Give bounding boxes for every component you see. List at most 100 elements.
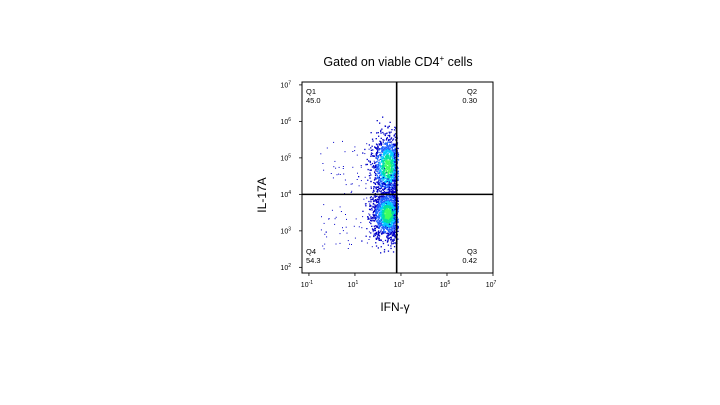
event-dot [392,223,394,225]
event-dot [335,167,337,169]
event-dot [377,222,379,224]
event-dot [397,225,399,227]
event-dot [386,212,389,214]
event-dot [391,205,394,207]
event-dot [392,138,395,140]
event-dot [392,251,395,253]
event-dot [397,197,399,199]
event-dot [387,204,389,206]
event-dot [388,220,391,223]
event-dot [392,232,395,235]
event-dot [374,183,377,185]
event-dot [378,206,380,208]
event-dot [374,174,377,177]
event-dot [393,135,395,137]
event-dot [388,196,390,198]
event-dot [388,200,390,202]
event-dot [386,172,388,174]
event-dot [390,162,392,164]
event-dot [380,173,383,175]
event-dot [393,178,395,181]
event-dot [393,177,395,179]
event-dot [387,201,389,204]
event-dot [389,177,391,179]
event-dot [370,174,372,176]
event-dot [368,239,370,240]
event-dot [391,155,393,157]
event-dot [379,209,381,211]
event-dot [387,157,390,159]
event-dot [378,148,380,150]
event-dot [388,208,390,210]
event-dot [369,197,372,199]
event-dot [391,186,394,188]
event-dot [380,182,382,185]
x-tick-label: 107 [486,280,497,289]
event-dot [379,188,381,190]
event-dot [394,148,396,151]
event-dot [374,217,376,220]
event-dot [331,209,333,211]
event-dot [377,170,379,173]
event-dot [389,132,391,134]
event-dot [382,176,384,179]
event-dot [384,230,386,233]
event-dot [391,147,393,149]
event-dot [386,218,388,220]
event-dot [392,170,394,172]
event-dot [383,178,385,180]
event-dot [387,147,390,150]
event-dot [382,162,384,165]
event-dot [388,146,390,148]
event-dot [381,177,384,180]
chart-title: Gated on viable CD4+ cells [323,54,473,70]
event-dot [392,243,394,245]
event-dot [384,202,387,204]
event-dot [385,162,387,165]
event-dot [384,157,386,159]
event-dot [382,220,384,223]
event-dot [378,196,380,199]
event-dot [389,232,391,234]
event-dot [383,196,385,198]
event-dot [378,168,380,170]
event-dot [380,218,383,221]
event-dot [391,162,393,165]
event-dot [374,207,376,209]
event-dot [379,162,381,164]
event-dot [394,163,396,165]
event-dot [390,186,392,188]
event-dot [383,210,385,213]
event-dot [379,180,382,182]
event-dot [397,220,399,222]
event-dot [382,224,384,226]
event-dot [392,219,394,222]
event-dot [377,182,379,184]
event-dot [394,198,396,200]
event-dot [387,235,389,237]
event-dot [379,170,381,173]
event-dot [384,148,386,150]
event-dot [370,201,372,203]
event-dot [380,142,383,144]
event-dot [392,188,394,190]
event-dot [374,205,376,208]
event-dot [357,172,358,174]
event-dot [387,234,389,236]
event-dot [371,225,373,227]
event-dot [387,231,390,233]
event-dot [338,173,340,175]
event-dot [386,137,388,139]
event-dot [394,231,396,233]
event-dot [376,209,378,212]
event-dot [380,129,382,132]
event-dot [388,218,390,221]
event-dot [394,172,396,174]
event-dot [379,215,381,217]
event-dot [375,154,377,156]
event-dot [388,150,390,152]
event-dot [370,222,372,225]
event-dot [394,196,396,198]
event-dot [394,179,396,181]
